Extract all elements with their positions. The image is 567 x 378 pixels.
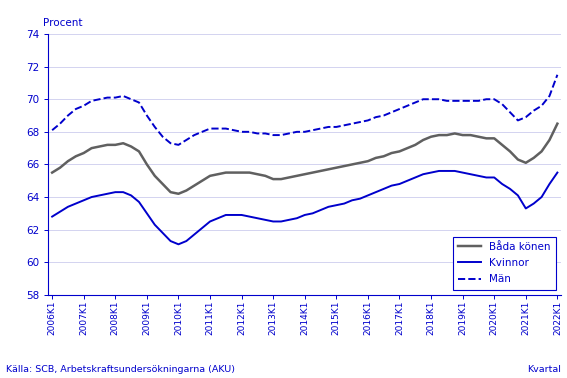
Kvinnor xyxy=(538,195,545,199)
Båda könen xyxy=(538,149,545,154)
Båda könen xyxy=(206,174,213,178)
Kvinnor xyxy=(206,219,213,224)
Kvinnor xyxy=(167,239,174,243)
Män xyxy=(317,126,324,131)
Text: Kvartal: Kvartal xyxy=(527,365,561,374)
Kvinnor xyxy=(175,242,182,246)
Män xyxy=(538,104,545,108)
Män xyxy=(206,126,213,131)
Män xyxy=(554,73,561,77)
Legend: Båda könen, Kvinnor, Män: Båda könen, Kvinnor, Män xyxy=(453,237,556,290)
Kvinnor xyxy=(499,182,506,186)
Båda könen xyxy=(167,190,174,194)
Kvinnor xyxy=(317,208,324,212)
Line: Män: Män xyxy=(52,75,557,145)
Kvinnor xyxy=(554,170,561,175)
Båda könen xyxy=(554,121,561,126)
Text: Procent: Procent xyxy=(43,19,82,28)
Kvinnor xyxy=(49,214,56,219)
Kvinnor xyxy=(270,219,277,224)
Kvinnor xyxy=(435,169,442,173)
Män xyxy=(270,133,277,137)
Line: Kvinnor: Kvinnor xyxy=(52,171,557,244)
Båda könen xyxy=(175,192,182,196)
Män xyxy=(491,97,498,101)
Män xyxy=(175,143,182,147)
Båda könen xyxy=(317,169,324,173)
Båda könen xyxy=(491,136,498,141)
Line: Båda könen: Båda könen xyxy=(52,124,557,194)
Båda könen xyxy=(270,177,277,181)
Båda könen xyxy=(49,170,56,175)
Män xyxy=(167,141,174,146)
Män xyxy=(49,128,56,132)
Text: Källa: SCB, Arbetskraftsundersökningarna (AKU): Källa: SCB, Arbetskraftsundersökningarna… xyxy=(6,365,235,374)
